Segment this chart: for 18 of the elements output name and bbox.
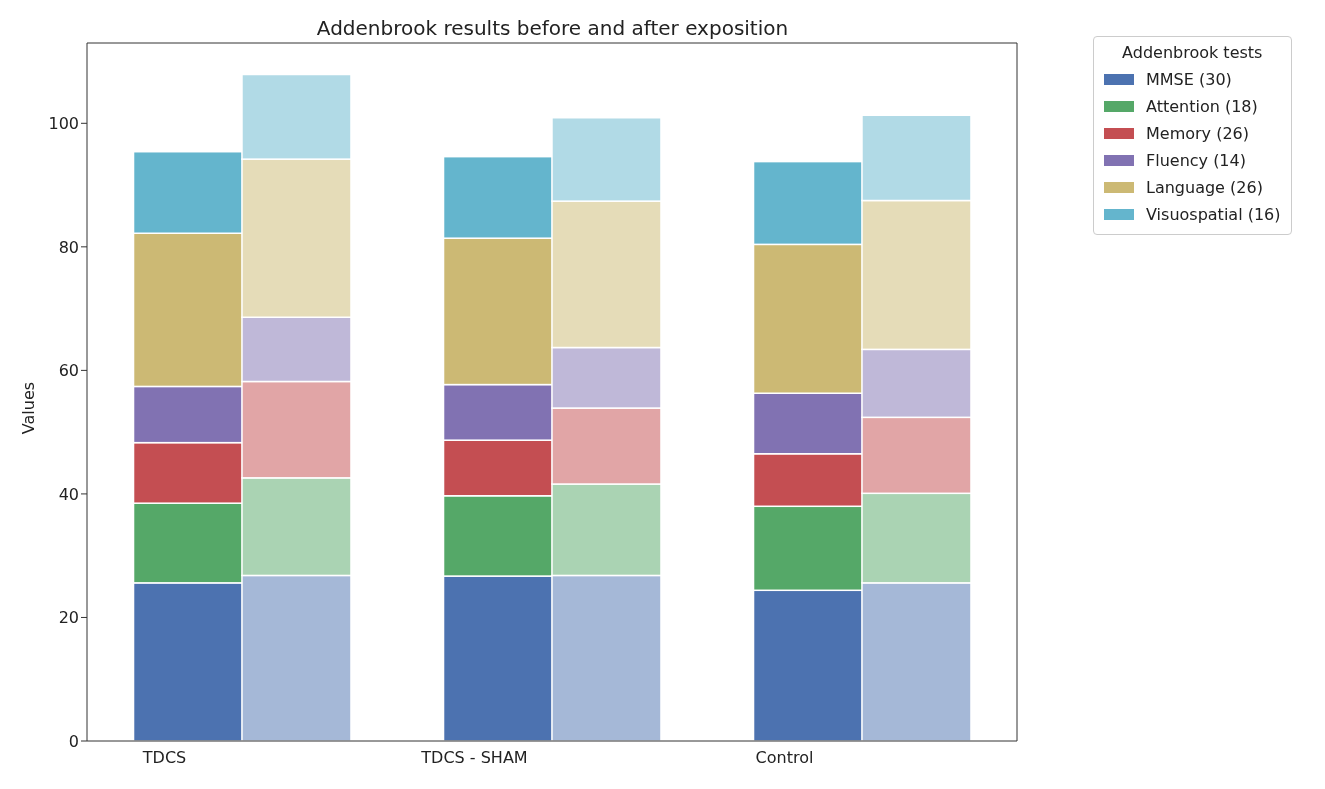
y-tick-label: 20 (58, 608, 79, 628)
x-tick-label: TDCS (141, 748, 187, 767)
legend-label: Attention (18) (1146, 97, 1258, 116)
y-axis-title: Values (18, 381, 38, 435)
y-tick-label: 0 (68, 731, 79, 751)
y-tick-label: 100 (48, 113, 79, 133)
y-tick-label: 80 (58, 237, 79, 257)
y-tick-label: 40 (58, 484, 79, 504)
x-tick-label: Control (755, 748, 814, 767)
chart-title: Addenbrook results before and after exposition (315, 16, 790, 40)
legend-label: MMSE (30) (1146, 70, 1232, 89)
legend-label: Memory (26) (1146, 124, 1249, 143)
legend-label: Visuospatial (16) (1146, 205, 1281, 224)
y-tick-label: 60 (58, 361, 79, 381)
legend-label: Fluency (14) (1146, 151, 1246, 170)
x-tick-label: TDCS - SHAM (420, 748, 528, 767)
legend-title: Addenbrook tests (1121, 43, 1264, 62)
legend-label: Language (26) (1146, 178, 1263, 197)
